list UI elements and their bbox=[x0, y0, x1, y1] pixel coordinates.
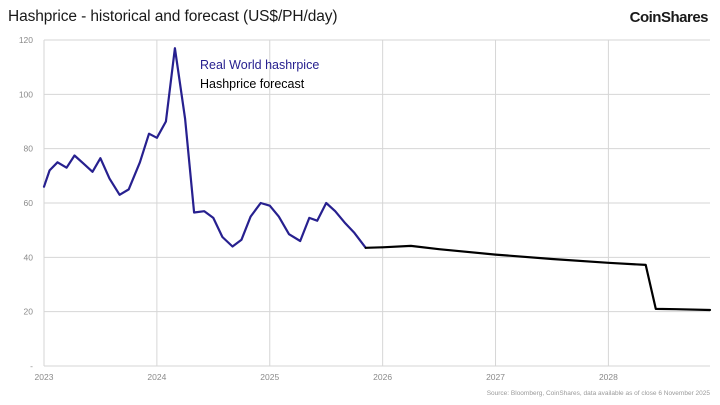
legend-item-real: Real World hashrpice bbox=[200, 58, 319, 72]
y-tick-label: - bbox=[30, 361, 33, 371]
brand-logo: CoinShares bbox=[629, 9, 709, 26]
series-line-forecast bbox=[364, 244, 712, 312]
x-tick-label: 2024 bbox=[147, 372, 166, 382]
x-tick-label: 2025 bbox=[260, 372, 279, 382]
series-line-real bbox=[42, 47, 367, 249]
x-tick-label: 2026 bbox=[373, 372, 392, 382]
legend-item-forecast: Hashprice forecast bbox=[200, 77, 305, 91]
chart-title: Hashprice - historical and forecast (US$… bbox=[8, 8, 338, 25]
x-tick-label: 2027 bbox=[486, 372, 505, 382]
y-tick-label: 120 bbox=[19, 35, 33, 45]
x-tick-label: 2028 bbox=[599, 372, 618, 382]
y-tick-label: 20 bbox=[24, 307, 34, 317]
y-tick-label: 60 bbox=[24, 198, 34, 208]
y-tick-label: 40 bbox=[24, 252, 34, 262]
y-tick-label: 80 bbox=[24, 144, 34, 154]
x-tick-label: 2023 bbox=[35, 372, 54, 382]
y-tick-label: 100 bbox=[19, 89, 33, 99]
source-note: Source: Bloomberg, CoinShares, data avai… bbox=[486, 390, 710, 397]
